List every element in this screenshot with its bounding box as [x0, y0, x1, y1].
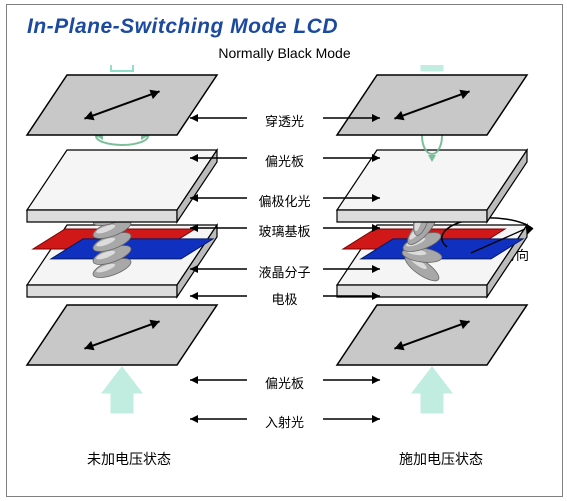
caption-no-voltage: 未加电压状态	[87, 449, 171, 469]
diagram-frame: In-Plane-Switching Mode LCD Normally Bla…	[6, 4, 563, 497]
title-main: In-Plane-Switching Mode LCD	[27, 15, 338, 39]
title-sub: Normally Black Mode	[7, 45, 562, 61]
diagram-canvas	[7, 65, 564, 445]
caption-with-voltage: 施加电压状态	[399, 449, 483, 469]
